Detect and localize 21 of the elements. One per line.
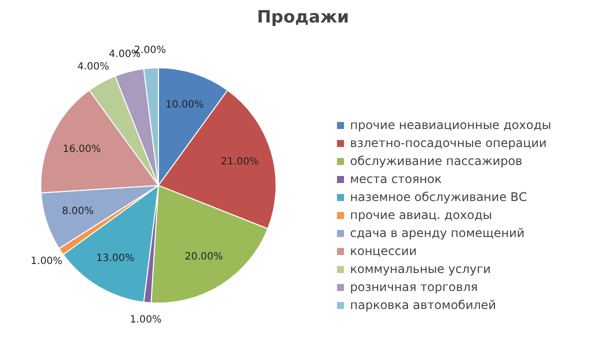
data-label: 1.00%: [130, 314, 162, 326]
data-label: 16.00%: [62, 144, 101, 155]
chart-title: Продажи: [256, 8, 350, 28]
data-label: 4.00%: [77, 61, 110, 72]
legend-label: прочие авиац. доходы: [350, 208, 492, 222]
legend-label: сдача в аренду помещений: [350, 226, 525, 240]
data-label: 10.00%: [166, 99, 204, 110]
data-label: 8.00%: [62, 206, 94, 218]
legend-label: места стоянок: [350, 172, 442, 186]
legend-label: концессии: [350, 244, 417, 258]
legend-label: розничная торговля: [350, 280, 478, 294]
legend-label: взлетно-посадочные операции: [350, 136, 547, 150]
data-label: 20.00%: [184, 251, 223, 262]
legend-label: парковка автомобилей: [350, 298, 496, 312]
legend-label: наземное обслуживание ВС: [350, 190, 527, 204]
legend-label: прочие неавиационные доходы: [350, 118, 552, 132]
legend-label: обслуживание пассажиров: [350, 154, 522, 168]
legend-label: коммунальные услуги: [350, 262, 491, 276]
data-label: 21.00%: [220, 156, 259, 168]
data-label: 13.00%: [96, 252, 134, 264]
data-label: 1.00%: [30, 256, 62, 267]
